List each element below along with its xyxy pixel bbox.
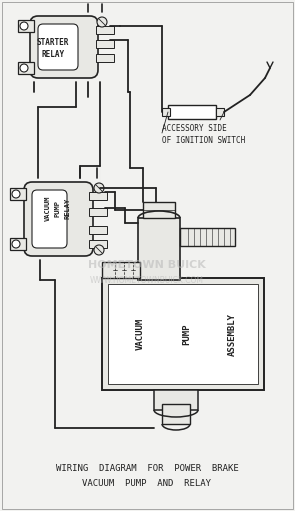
Bar — [18, 20, 34, 32]
Bar — [168, 105, 216, 119]
Bar — [96, 26, 114, 34]
Bar — [216, 108, 224, 116]
Text: VACUUM  PUMP  AND  RELAY: VACUUM PUMP AND RELAY — [83, 478, 212, 487]
Text: VACUUM: VACUUM — [45, 195, 51, 221]
Circle shape — [94, 183, 104, 193]
Bar — [138, 218, 180, 280]
Circle shape — [12, 240, 20, 248]
Text: RELAY: RELAY — [41, 50, 65, 58]
Bar — [154, 390, 198, 410]
Circle shape — [20, 64, 28, 72]
Circle shape — [12, 190, 20, 198]
Circle shape — [20, 22, 28, 30]
Text: ASSEMBLY: ASSEMBLY — [227, 313, 237, 356]
Circle shape — [97, 17, 107, 27]
Bar — [102, 262, 140, 278]
FancyBboxPatch shape — [38, 24, 78, 70]
Text: WWW.HOMETOWNBUICK.COM: WWW.HOMETOWNBUICK.COM — [90, 275, 204, 285]
Bar — [89, 226, 107, 234]
Bar — [18, 62, 34, 74]
Text: ACCESSORY SIDE: ACCESSORY SIDE — [162, 124, 227, 132]
Bar — [180, 228, 235, 246]
Text: OF IGNITION SWITCH: OF IGNITION SWITCH — [162, 135, 245, 145]
Text: RELAY: RELAY — [65, 197, 71, 219]
Bar — [162, 404, 190, 424]
FancyBboxPatch shape — [32, 190, 67, 248]
Bar — [96, 40, 114, 48]
Bar — [102, 278, 264, 390]
Bar — [143, 202, 175, 218]
Text: VACUUM: VACUUM — [135, 318, 145, 350]
Text: PUMP: PUMP — [183, 323, 191, 345]
Text: HOMETOWN BUICK: HOMETOWN BUICK — [88, 260, 206, 270]
Bar — [108, 284, 258, 384]
Bar — [89, 192, 107, 200]
FancyBboxPatch shape — [24, 182, 93, 256]
Bar — [89, 240, 107, 248]
Bar — [96, 54, 114, 62]
FancyBboxPatch shape — [30, 16, 98, 78]
Text: WIRING  DIAGRAM  FOR  POWER  BRAKE: WIRING DIAGRAM FOR POWER BRAKE — [56, 463, 238, 473]
Circle shape — [94, 245, 104, 255]
Bar — [162, 108, 170, 116]
Bar — [89, 208, 107, 216]
Bar — [10, 238, 26, 250]
Text: PUMP: PUMP — [55, 199, 61, 217]
Bar — [10, 188, 26, 200]
Text: STARTER: STARTER — [37, 37, 69, 47]
